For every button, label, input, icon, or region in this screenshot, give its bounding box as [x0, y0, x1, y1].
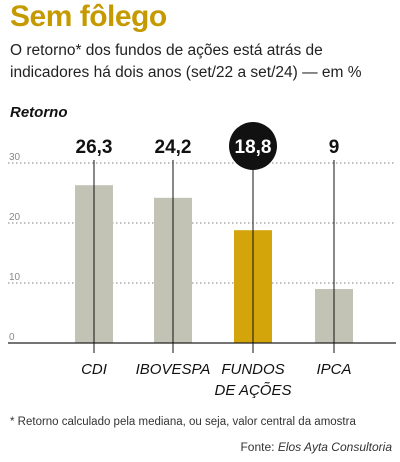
data-label: 18,8: [235, 137, 272, 158]
y-tick-label: 10: [9, 272, 21, 283]
chart-subtitle: O retorno* dos fundos de ações está atrá…: [10, 42, 362, 81]
source-name: Elos Ayta Consultoria: [277, 440, 392, 454]
category-label: IBOVESPA: [136, 361, 211, 378]
value-badge: [229, 122, 277, 170]
data-label: 26,3: [76, 137, 113, 158]
y-tick-label: 30: [9, 152, 21, 163]
data-label: 24,2: [155, 137, 192, 158]
y-tick-label: 20: [9, 212, 21, 223]
bar-chart: 0 10 20 30 26,3 24,2 18,8 9 CDI IBOVESPA FUNDOS DE …: [8, 122, 396, 399]
footnote: * Retorno calculado pela mediana, ou sej…: [10, 416, 356, 428]
category-label: DE AÇÕES: [215, 382, 292, 399]
category-label: CDI: [81, 361, 107, 378]
data-label: 9: [329, 137, 340, 158]
category-label: IPCA: [316, 361, 351, 378]
category-label: FUNDOS: [221, 361, 284, 378]
source-credit: Fonte: Elos Ayta Consultoria: [240, 440, 392, 454]
source-prefix: Fonte:: [240, 440, 278, 454]
y-tick-label: 0: [9, 332, 15, 343]
y-axis-label: Retorno: [10, 104, 68, 121]
chart-title: Sem fôlego: [10, 0, 167, 33]
